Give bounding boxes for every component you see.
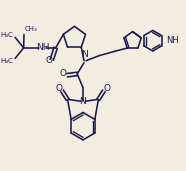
Text: CH₃: CH₃ (25, 27, 37, 32)
Text: H₃C: H₃C (1, 32, 13, 38)
Text: N: N (81, 50, 87, 59)
Text: NH: NH (166, 36, 179, 45)
Text: O: O (60, 69, 67, 78)
Text: N: N (80, 97, 86, 106)
Text: O: O (103, 84, 110, 93)
Text: O: O (45, 56, 52, 65)
Text: O: O (56, 84, 63, 93)
Text: H₃C: H₃C (1, 58, 13, 64)
Text: NH: NH (36, 43, 49, 52)
